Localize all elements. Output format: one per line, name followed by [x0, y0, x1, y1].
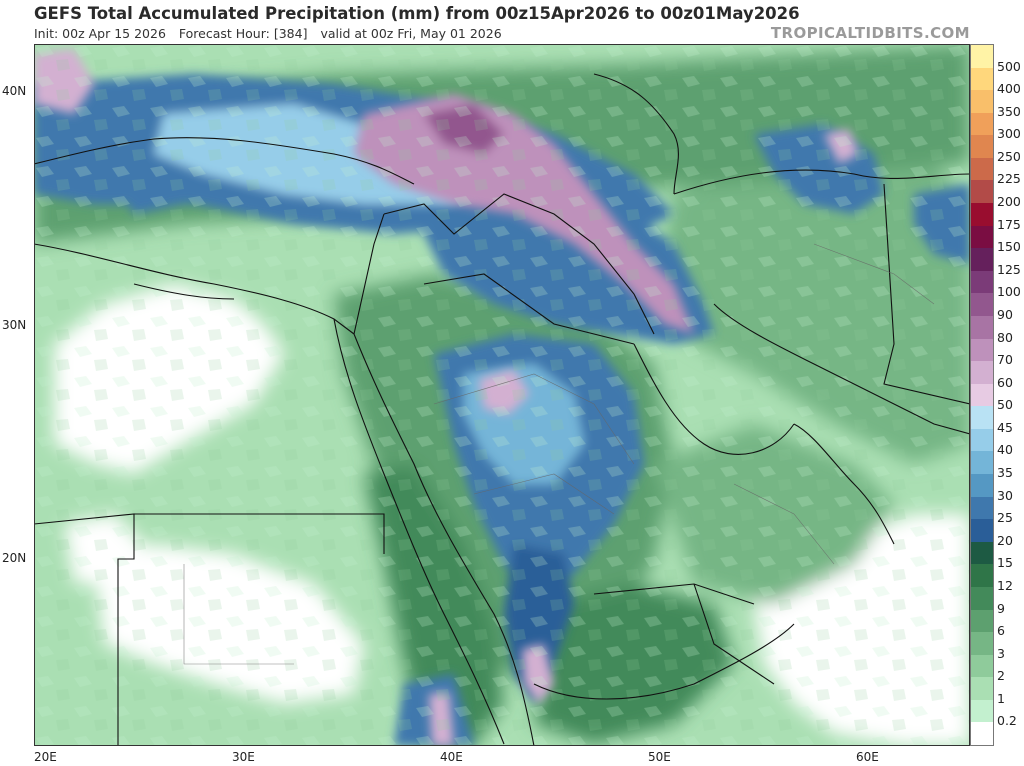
colorbar-cell: [971, 632, 993, 656]
colorbar-tick-label: 40: [997, 442, 1013, 458]
colorbar-cell: [971, 699, 993, 723]
colorbar-cell: [971, 609, 993, 633]
colorbar-tick-label: 500: [997, 58, 1021, 74]
colorbar-cell: [971, 45, 993, 69]
lon-label-40e: 40E: [440, 750, 463, 764]
colorbar-tick-label: 400: [997, 81, 1021, 97]
colorbar-cell: [971, 722, 993, 746]
colorbar-cell: [971, 361, 993, 385]
colorbar-tick-label: 90: [997, 306, 1013, 322]
colorbar-tick-label: 1: [997, 690, 1005, 706]
colorbar-cell: [971, 112, 993, 136]
colorbar-cell: [971, 406, 993, 430]
colorbar-cell: [971, 654, 993, 678]
colorbar-cell: [971, 157, 993, 181]
colorbar-cell: [971, 519, 993, 543]
precip-colorbar: [970, 44, 994, 746]
colorbar-cell: [971, 67, 993, 91]
colorbar-cell: [971, 270, 993, 294]
valid-time: valid at 00z Fri, May 01 2026: [320, 26, 502, 41]
colorbar-cell: [971, 564, 993, 588]
precipitation-map: [34, 44, 970, 746]
colorbar-cell: [971, 451, 993, 475]
province-lines: [183, 243, 935, 665]
colorbar-tick-label: 350: [997, 103, 1021, 119]
lon-label-50e: 50E: [648, 750, 671, 764]
colorbar-cell: [971, 496, 993, 520]
colorbar-tick-label: 80: [997, 329, 1013, 345]
colorbar-tick-label: 12: [997, 577, 1013, 593]
map-title: GEFS Total Accumulated Precipitation (mm…: [34, 4, 800, 23]
colorbar-tick-label: 0.2: [997, 713, 1017, 729]
colorbar-tick-label: 300: [997, 126, 1021, 142]
brand-watermark: TROPICALTIDBITS.COM: [770, 24, 970, 42]
colorbar-cell: [971, 338, 993, 362]
colorbar-cell: [971, 203, 993, 227]
colorbar-cell: [971, 677, 993, 701]
colorbar-cell: [971, 135, 993, 159]
colorbar-tick-label: 15: [997, 555, 1013, 571]
colorbar-tick-label: 60: [997, 374, 1013, 390]
colorbar-tick-label: 35: [997, 465, 1013, 481]
colorbar-cell: [971, 541, 993, 565]
colorbar-cell: [971, 428, 993, 452]
colorbar-cell: [971, 586, 993, 610]
lon-label-20e: 20E: [34, 750, 57, 764]
colorbar-tick-label: 9: [997, 600, 1005, 616]
colorbar-tick-label: 225: [997, 171, 1021, 187]
colorbar-tick-label: 25: [997, 510, 1013, 526]
colorbar-tick-label: 70: [997, 352, 1013, 368]
lat-label-30n: 30N: [2, 318, 27, 332]
colorbar-cell: [971, 90, 993, 114]
colorbar-tick-label: 125: [997, 261, 1021, 277]
forecast-hour: Forecast Hour: [384]: [178, 26, 308, 41]
lat-label-20n: 20N: [2, 551, 27, 565]
lon-label-60e: 60E: [856, 750, 879, 764]
colorbar-tick-label: 200: [997, 194, 1021, 210]
colorbar-tick-label: 6: [997, 623, 1005, 639]
colorbar-tick-label: 50: [997, 397, 1013, 413]
colorbar-cell: [971, 293, 993, 317]
colorbar-cell: [971, 474, 993, 498]
colorbar-tick-label: 20: [997, 532, 1013, 548]
colorbar-tick-label: 100: [997, 284, 1021, 300]
map-subtitle: Init: 00z Apr 15 2026 Forecast Hour: [38…: [34, 26, 511, 41]
init-time: Init: 00z Apr 15 2026: [34, 26, 166, 41]
lat-label-40n: 40N: [2, 84, 27, 98]
lon-label-30e: 30E: [232, 750, 255, 764]
colorbar-tick-label: 30: [997, 487, 1013, 503]
colorbar-cell: [971, 225, 993, 249]
country-borders: [34, 73, 970, 746]
colorbar-cell: [971, 383, 993, 407]
colorbar-cell: [971, 180, 993, 204]
colorbar-cell: [971, 315, 993, 340]
colorbar-tick-label: 175: [997, 216, 1021, 232]
colorbar-cell: [971, 248, 993, 272]
colorbar-tick-label: 2: [997, 668, 1005, 684]
colorbar-tick-label: 150: [997, 239, 1021, 255]
colorbar-tick-label: 45: [997, 419, 1013, 435]
colorbar-tick-label: 250: [997, 148, 1021, 164]
colorbar-tick-label: 3: [997, 645, 1005, 661]
